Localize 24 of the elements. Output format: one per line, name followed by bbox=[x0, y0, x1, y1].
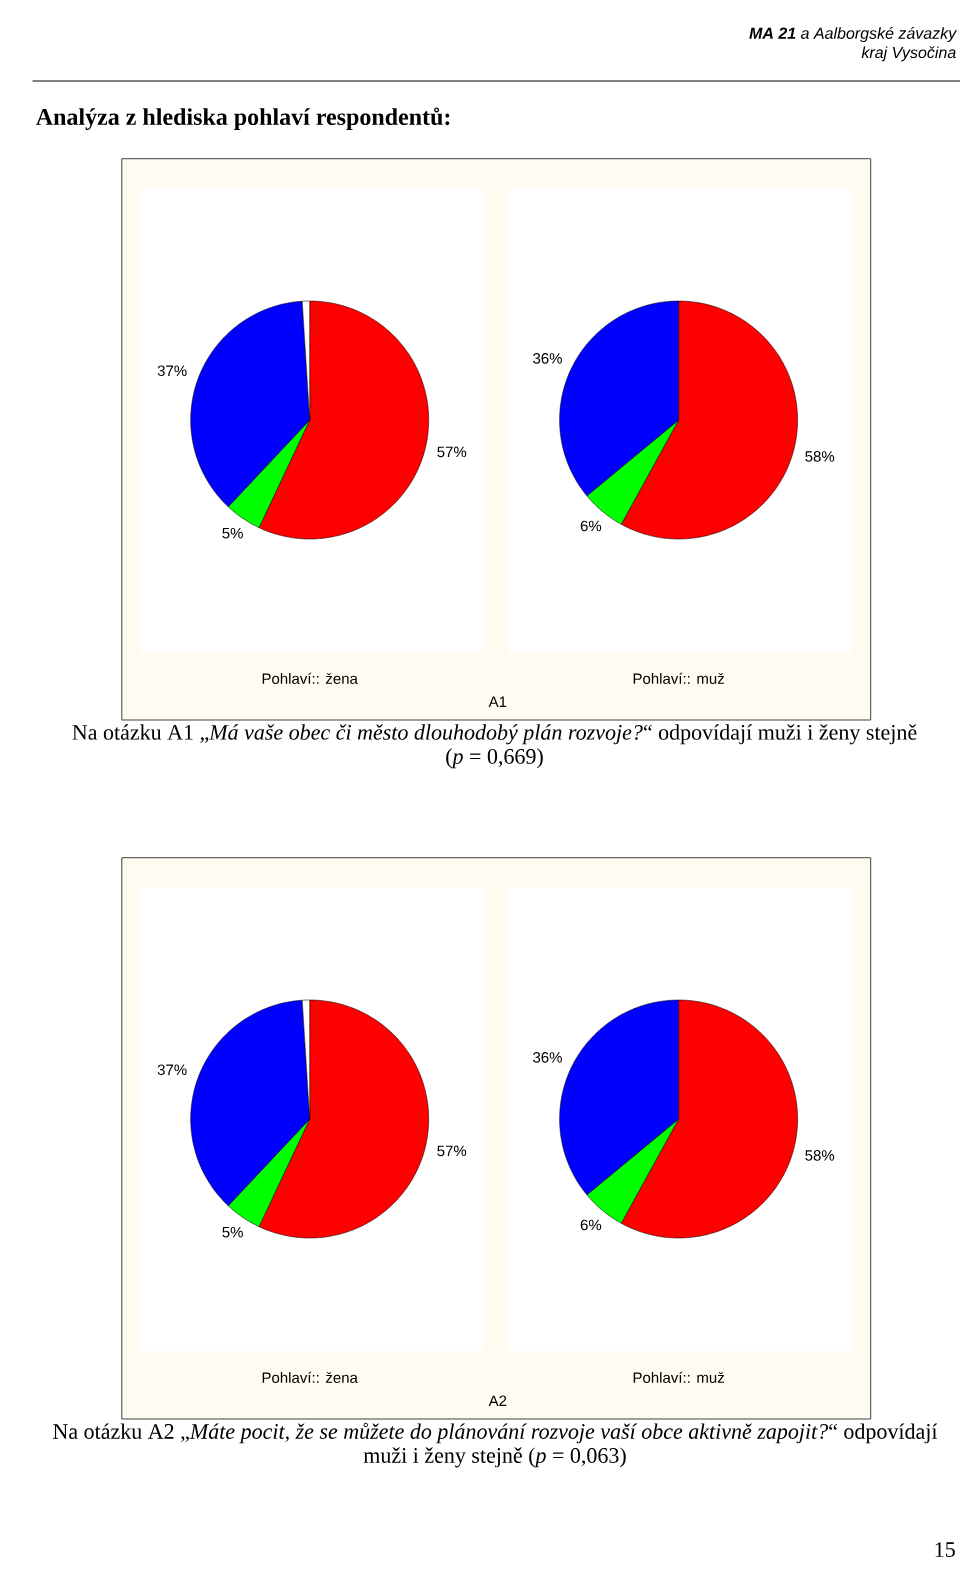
data-label: 58% bbox=[805, 1150, 835, 1161]
text: A2 bbox=[488, 1395, 507, 1406]
data-label: 57% bbox=[437, 446, 467, 458]
text: Na otázku A2 „Máte pocit, že se můžete do plánování rozvoje vaší obce aktivně zapojit?“ odpovídají muži i ženy stejně (p = 0,063) bbox=[53, 1422, 938, 1468]
text: 15 bbox=[935, 1542, 955, 1557]
data-label: 57% bbox=[437, 1145, 467, 1157]
data-label: 5% bbox=[222, 1226, 243, 1238]
text: Pohlaví:: muž bbox=[633, 672, 724, 684]
data-label: 36% bbox=[533, 1052, 562, 1063]
text: Analýza z hlediska pohlaví respondentů: bbox=[35, 107, 450, 131]
data-label: 37% bbox=[157, 365, 187, 377]
data-label: 37% bbox=[157, 1064, 187, 1076]
data-label: 5% bbox=[222, 527, 243, 539]
text: kraj Vysočina bbox=[861, 46, 956, 62]
text: Pohlaví:: muž bbox=[633, 1371, 724, 1383]
data-label: 6% bbox=[580, 520, 602, 532]
text: Pohlaví:: žena bbox=[262, 1371, 358, 1383]
data-label: 36% bbox=[533, 353, 562, 364]
data-label: 6% bbox=[580, 1219, 602, 1231]
text: MA 21 a Aalborgské závazky bbox=[749, 26, 958, 43]
data-label: 58% bbox=[805, 451, 835, 462]
text: Na otázku A1 „Má vaše obec či město dlouhodobý plán rozvoje?“ odpovídají muži i ženy stejně (p = 0,669) bbox=[72, 724, 917, 769]
text: Pohlaví:: žena bbox=[262, 672, 358, 684]
text: A1 bbox=[488, 696, 507, 707]
